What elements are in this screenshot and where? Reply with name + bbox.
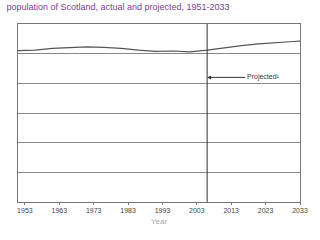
svg-text:2013: 2013	[223, 207, 239, 214]
svg-text:2033: 2033	[292, 207, 308, 214]
svg-text:1953: 1953	[17, 207, 33, 214]
svg-text:population of Scotland, actual: population of Scotland, actual and proje…	[6, 2, 229, 12]
svg-text:1963: 1963	[51, 207, 67, 214]
svg-text:2003: 2003	[189, 207, 205, 214]
svg-text:Projected¹: Projected¹	[247, 73, 280, 81]
svg-text:2023: 2023	[258, 207, 274, 214]
svg-text:Year: Year	[151, 217, 168, 226]
svg-text:1993: 1993	[155, 207, 171, 214]
svg-text:1973: 1973	[86, 207, 102, 214]
svg-text:1983: 1983	[120, 207, 136, 214]
